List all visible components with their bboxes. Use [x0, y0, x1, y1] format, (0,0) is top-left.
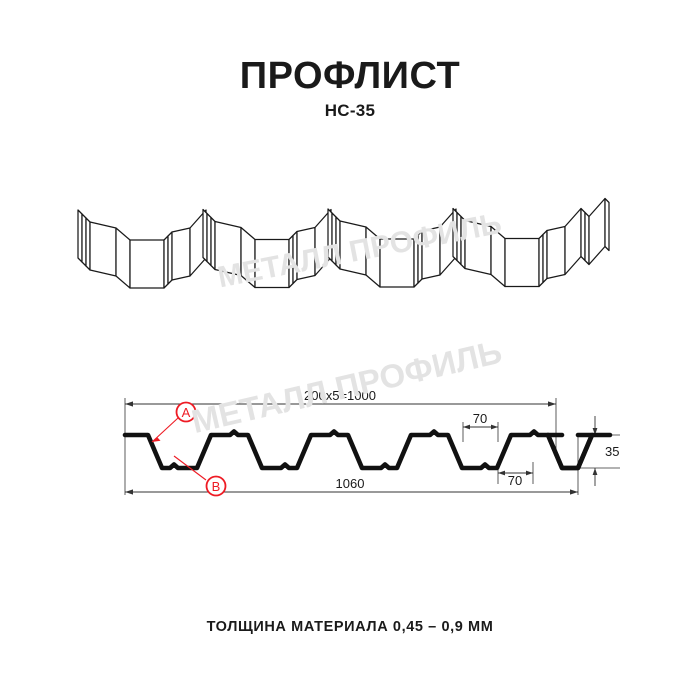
dim-valley-line: [498, 470, 533, 476]
profile-outline: [122, 429, 613, 471]
callout-a-label: A: [182, 405, 191, 420]
dim-overall-width: 1060: [336, 476, 365, 491]
dim-crest-line: [463, 424, 498, 430]
section-view: 200x5=1000 70 70 35: [100, 380, 620, 510]
callout-a: A: [151, 401, 197, 443]
dim-valley-flat: 70: [508, 473, 522, 488]
callout-b: B: [173, 455, 227, 497]
dim-crest-flat: 70: [473, 411, 487, 426]
product-code: НС-35: [324, 101, 376, 120]
section-svg: 200x5=1000 70 70 35: [122, 388, 620, 497]
extension-lines: [124, 398, 620, 495]
callout-a-circle: [175, 401, 197, 423]
dim-height: 35: [605, 444, 619, 459]
page-title: ПРОФЛИСТ: [239, 55, 461, 97]
dim-pitch-total: 200x5=1000: [304, 388, 376, 403]
callout-b-circle: [205, 475, 227, 497]
isometric-view: [60, 180, 640, 310]
dim-height-line: [592, 416, 598, 486]
dim-overall-line: [125, 489, 578, 495]
dim-pitch-line: [125, 401, 556, 407]
thickness-note: ТОЛЩИНА МАТЕРИАЛА 0,45 – 0,9 ММ: [206, 619, 494, 635]
callout-b-label: B: [212, 479, 221, 494]
isometric-svg: [77, 197, 610, 289]
